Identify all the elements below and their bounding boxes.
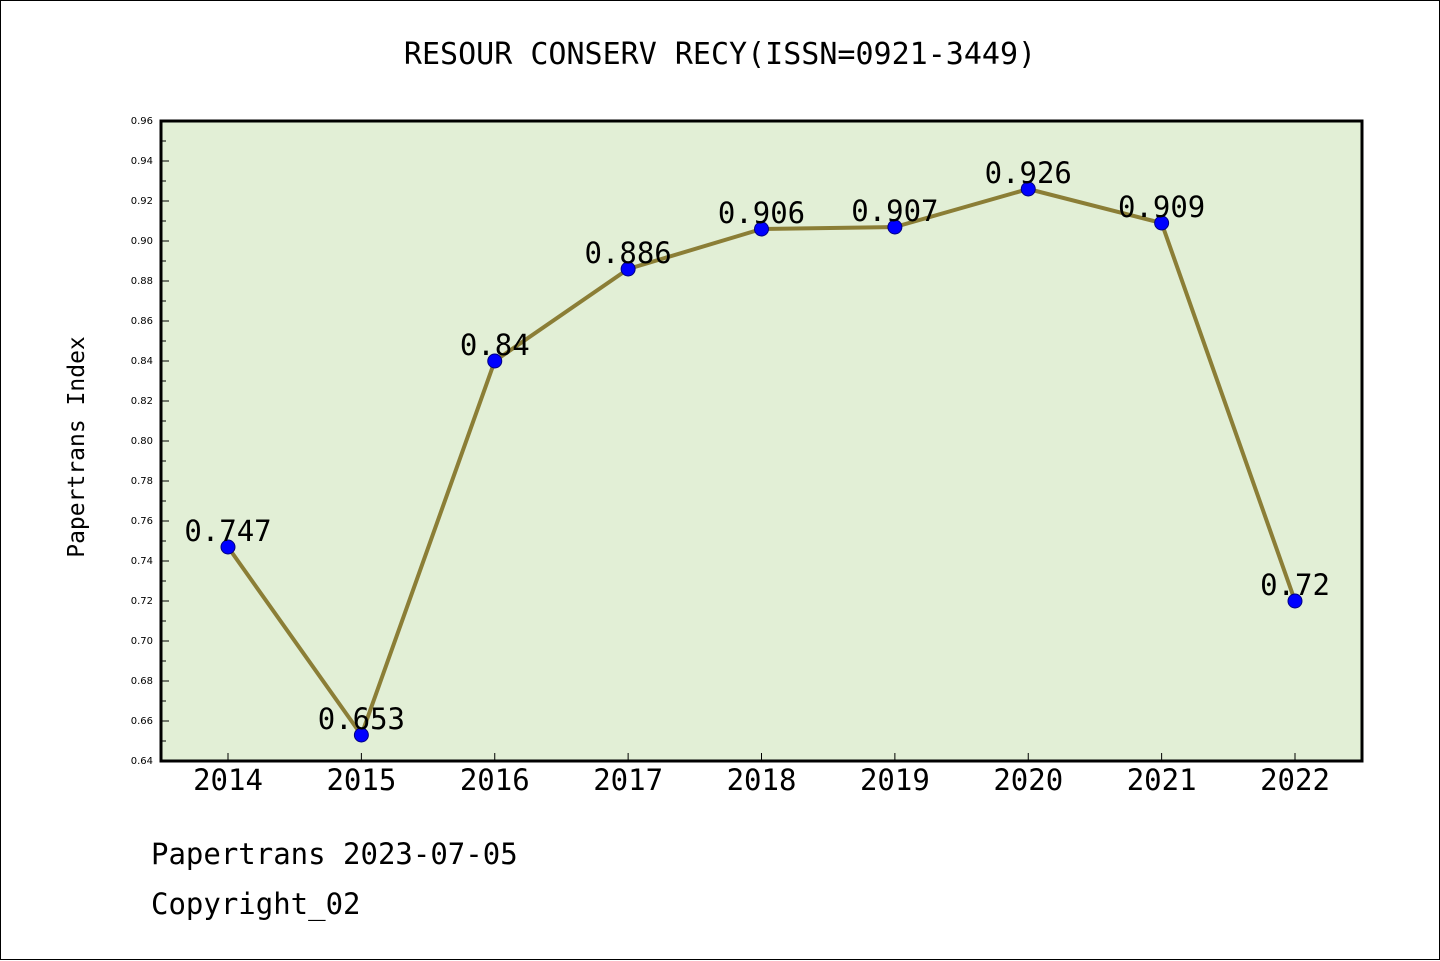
x-tick-label: 2017	[593, 763, 663, 797]
x-tick-label: 2019	[860, 763, 930, 797]
y-tick-label: 0.64	[131, 756, 153, 767]
y-tick-label: 0.80	[131, 436, 153, 447]
data-point	[220, 539, 236, 555]
data-point	[1154, 215, 1170, 231]
y-tick-label: 0.82	[131, 396, 153, 407]
x-tick-label: 2022	[1260, 763, 1330, 797]
x-tick-label: 2020	[993, 763, 1063, 797]
y-tick-label: 0.88	[131, 276, 153, 287]
x-tick-label: 2014	[193, 763, 263, 797]
data-point	[754, 221, 769, 237]
data-point	[1287, 593, 1303, 609]
x-tick-label: 2016	[460, 763, 530, 797]
y-tick-label: 0.76	[131, 516, 153, 527]
y-tick-label: 0.78	[131, 476, 153, 487]
data-label: 0.886	[584, 236, 671, 270]
data-label: 0.84	[460, 328, 530, 362]
data-label: 0.907	[851, 194, 938, 228]
y-tick-label: 0.74	[131, 556, 153, 567]
data-point	[1020, 181, 1036, 197]
y-tick-label: 0.70	[131, 636, 153, 647]
x-tick-label: 2018	[727, 763, 797, 797]
plot-border	[159, 119, 1364, 763]
x-tick-label: 2015	[326, 763, 396, 797]
y-tick-label: 0.92	[131, 196, 153, 207]
data-point	[353, 727, 369, 743]
y-tick-label: 0.86	[131, 316, 153, 327]
data-label: 0.909	[1118, 190, 1205, 224]
x-tick-label: 2021	[1127, 763, 1197, 797]
y-tick-label: 0.90	[131, 236, 153, 247]
y-tick-label: 0.84	[131, 356, 153, 367]
data-label: 0.653	[318, 702, 405, 736]
data-label: 0.72	[1260, 568, 1330, 602]
footer-copyright: Copyright_02	[151, 887, 361, 921]
y-tick-label: 0.94	[131, 156, 153, 167]
footer-date: Papertrans 2023-07-05	[151, 837, 518, 871]
data-label: 0.747	[184, 514, 271, 548]
chart-title: RESOUR CONSERV RECY(ISSN=0921-3449)	[403, 37, 1037, 72]
data-point	[487, 353, 503, 369]
data-label: 0.926	[985, 156, 1072, 190]
y-tick-label: 0.66	[131, 716, 153, 727]
y-tick-label: 0.72	[131, 596, 153, 607]
data-label: 0.906	[718, 196, 805, 230]
data-point	[887, 219, 903, 235]
data-point	[620, 261, 636, 277]
y-tick-label: 0.96	[131, 116, 153, 127]
y-tick-label: 0.68	[131, 676, 153, 687]
